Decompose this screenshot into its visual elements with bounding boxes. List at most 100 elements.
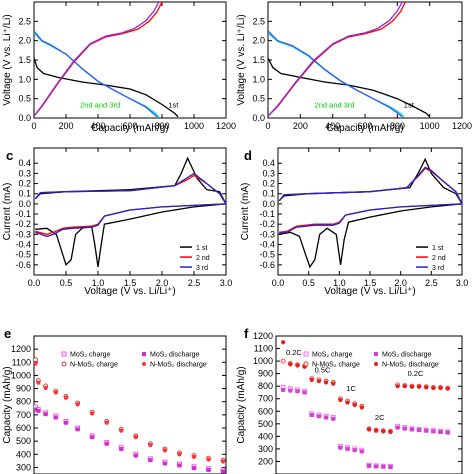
y-tick-label: -0.5 xyxy=(15,250,31,260)
y-tick-label: 500 xyxy=(16,436,31,446)
y-tick-label: -0.6 xyxy=(15,260,31,270)
data-point xyxy=(417,428,422,433)
legend-marker xyxy=(61,351,67,357)
x-tick-label: 1.5 xyxy=(124,278,137,288)
y-tick-label: -0.2 xyxy=(259,219,275,229)
data-point xyxy=(424,428,429,433)
legend-marker xyxy=(142,362,146,366)
data-point xyxy=(381,464,386,469)
y-tick-label: 800 xyxy=(258,381,273,391)
legend-label: 1 st xyxy=(432,245,443,252)
data-point xyxy=(191,454,197,460)
legend-label: N-MoS₂ charge xyxy=(70,362,118,369)
legend-label: 1 st xyxy=(196,245,207,252)
x-tick-label: 1200 xyxy=(452,121,472,131)
x-tick-label: 0 xyxy=(265,121,270,131)
panel-letter: e xyxy=(4,326,11,341)
data-point xyxy=(133,453,138,458)
data-point xyxy=(402,384,407,389)
x-tick-label: 1.0 xyxy=(333,278,346,288)
plot-frame xyxy=(275,335,463,474)
y-axis-label: Capacity (mAh/g) xyxy=(2,366,13,443)
y-tick-label: 1.5 xyxy=(252,55,265,65)
y-axis-label: Current (mA) xyxy=(2,183,13,241)
data-point xyxy=(281,387,286,392)
legend-marker xyxy=(374,362,378,366)
data-point xyxy=(345,446,350,451)
data-point xyxy=(162,461,167,466)
y-tick-label: 200 xyxy=(258,456,273,466)
series-line-3 xyxy=(268,2,406,117)
y-tick-label: -0.4 xyxy=(259,240,275,250)
y-tick-label: -0.6 xyxy=(259,260,275,270)
y-tick-label: 1100 xyxy=(12,357,31,367)
data-point xyxy=(395,384,400,389)
data-point xyxy=(75,402,80,407)
y-tick-label: 2.0 xyxy=(18,36,31,46)
series-line-4 xyxy=(268,2,403,117)
x-tick-label: 0 xyxy=(31,121,36,131)
data-point xyxy=(75,427,80,432)
data-point xyxy=(90,411,95,416)
data-point xyxy=(295,363,300,368)
data-point xyxy=(359,449,364,454)
data-point xyxy=(445,386,450,391)
series-line-3 xyxy=(34,2,163,117)
legend-label: MoS₂ charge xyxy=(312,352,353,359)
panel-e: 300 400 500 600 700 800 900 1000 1100 1200 Capacit… xyxy=(2,326,227,474)
series-line-0 xyxy=(34,156,226,267)
x-tick-label: 2.0 xyxy=(394,278,407,288)
data-layer xyxy=(278,157,462,269)
data-point xyxy=(352,448,357,453)
x-tick-label: 0.0 xyxy=(272,278,285,288)
panel-a: 0.0 0.5 1.0 1.5 2.0 2.5 0 200 400 600 800 1000 1200 V… xyxy=(2,1,236,134)
data-point xyxy=(206,457,211,462)
x-tick-label: 2.0 xyxy=(156,278,169,288)
plot-frame xyxy=(33,1,227,119)
series-line-2 xyxy=(268,30,403,118)
y-tick-label: 900 xyxy=(258,369,273,379)
data-point xyxy=(90,435,95,440)
y-tick-label: 0.5 xyxy=(18,94,31,104)
data-point xyxy=(309,413,314,418)
annotation-2nd-3rd: 2nd and 3rd xyxy=(80,101,120,110)
x-tick-label: 1000 xyxy=(184,121,204,131)
y-tick-label: 0.0 xyxy=(18,113,31,123)
data-point xyxy=(323,380,329,385)
data-point xyxy=(206,468,211,473)
y-tick-label: 400 xyxy=(16,449,31,459)
data-point xyxy=(43,385,48,391)
panel-letter: c xyxy=(6,148,13,163)
data-point xyxy=(302,390,307,395)
legend-label: 2 nd xyxy=(196,255,210,262)
x-tick-label: 1200 xyxy=(216,121,236,131)
data-point xyxy=(388,465,393,470)
y-tick-label: 0.4 xyxy=(262,158,275,168)
y-axis-label: Voltage (V vs. Li⁺/Li) xyxy=(2,14,13,105)
data-point xyxy=(192,466,196,471)
data-point xyxy=(119,428,124,433)
y-tick-label: -0.4 xyxy=(15,240,31,250)
rate-label: 0.2C xyxy=(408,369,424,378)
y-tick-label: -0.2 xyxy=(15,219,31,229)
y-axis-label: Voltage (V vs. Li⁺/Li) xyxy=(236,14,247,105)
x-axis-label: Voltage (V vs. Li/Li⁺) xyxy=(84,286,175,297)
x-tick-label: 200 xyxy=(58,121,73,131)
y-tick-label: 0.0 xyxy=(262,199,275,209)
legend-marker xyxy=(61,361,67,367)
data-point xyxy=(133,435,138,440)
legend-marker xyxy=(374,352,378,356)
data-point xyxy=(402,426,407,431)
data-point xyxy=(177,452,182,457)
data-point xyxy=(36,408,41,413)
y-tick-label: 900 xyxy=(16,384,31,394)
data-layer xyxy=(34,2,179,118)
data-point xyxy=(104,441,109,446)
legend-label: N-MoS₂ discharge xyxy=(382,362,439,369)
y-tick-label: 800 xyxy=(16,397,31,407)
data-point xyxy=(331,416,336,421)
data-point xyxy=(63,395,69,400)
y-tick-label: 400 xyxy=(258,431,273,441)
legend-marker xyxy=(303,361,309,367)
y-axis-label: Current (mA) xyxy=(240,183,251,241)
